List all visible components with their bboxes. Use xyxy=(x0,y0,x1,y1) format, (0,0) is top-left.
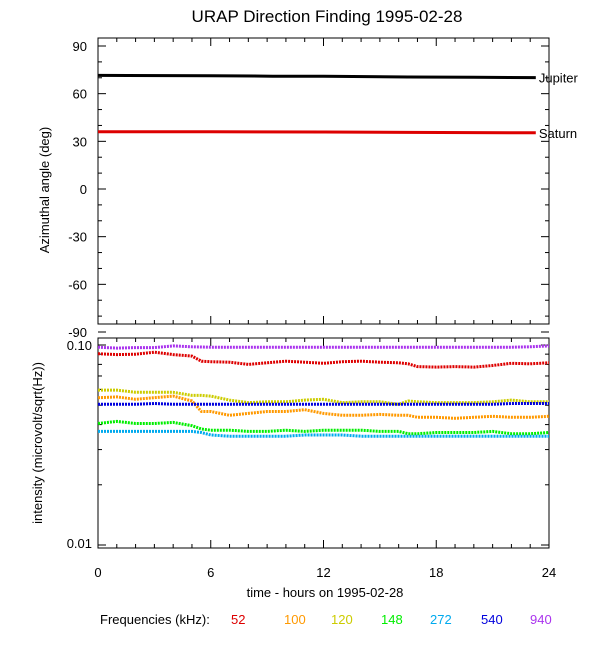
angle-y-tick-label: 30 xyxy=(73,134,87,149)
angle-y-tick-label: 60 xyxy=(73,87,87,102)
angle-panel-frame xyxy=(97,37,550,325)
intensity-series-100khz-line xyxy=(97,394,550,420)
intensity-series-272khz-line xyxy=(98,429,549,438)
angle-series-saturn-line xyxy=(98,130,536,135)
frequency-legend-940khz: 940 xyxy=(530,612,552,627)
frequency-legend-148khz: 148 xyxy=(381,612,403,627)
intensity-series-52khz-line xyxy=(97,350,550,369)
intensity-y-tick-label: 0.10 xyxy=(67,338,92,353)
intensity-series-940khz-line xyxy=(97,344,550,350)
frequency-legend: Frequencies (kHz): 52 100 120 148 272 540 940 xyxy=(100,612,552,627)
intensity-series-120khz-line xyxy=(98,388,549,406)
frequency-legend-540khz: 540 xyxy=(481,612,503,627)
angle-y-tick-label: 0 xyxy=(80,182,87,197)
intensity-panel-frame xyxy=(97,337,550,549)
intensity-y-axis-title: intensity (microvolt/sqrt(Hz)) xyxy=(30,362,45,524)
intensity-x-axis: 0 6 12 18 24 xyxy=(94,338,556,580)
intensity-series-148khz-line xyxy=(97,419,550,436)
frequency-legend-120khz: 120 xyxy=(331,612,353,627)
angle-y-tick-label: -90 xyxy=(68,325,87,340)
time-x-tick-label: 0 xyxy=(94,565,101,580)
time-x-tick-label: 24 xyxy=(542,565,556,580)
chart-title: URAP Direction Finding 1995-02-28 xyxy=(192,7,463,26)
time-x-axis-title: time - hours on 1995-02-28 xyxy=(247,585,404,600)
intensity-y-tick-label: 0.01 xyxy=(67,536,92,551)
time-x-tick-label: 18 xyxy=(429,565,443,580)
frequency-legend-title: Frequencies (kHz): xyxy=(100,612,210,627)
intensity-series-540khz-line xyxy=(98,402,549,406)
angle-series-saturn-label: Saturn xyxy=(539,126,577,141)
angle-y-tick-label: 90 xyxy=(73,39,87,54)
angle-y-tick-label: -30 xyxy=(68,230,87,245)
angle-series-labels: Jupiter Saturn xyxy=(539,71,579,141)
angle-series-jupiter-line xyxy=(97,73,536,80)
angle-y-tick-label: -60 xyxy=(68,277,87,292)
time-x-tick-label: 12 xyxy=(316,565,330,580)
intensity-series-group xyxy=(97,344,550,438)
angle-series-group xyxy=(97,73,536,135)
angle-series-jupiter-label: Jupiter xyxy=(539,71,579,86)
frequency-legend-52khz: 52 xyxy=(231,612,245,627)
intensity-y-axis: 0.10 0.01 xyxy=(67,338,549,551)
frequency-legend-100khz: 100 xyxy=(284,612,306,627)
time-x-tick-label: 6 xyxy=(207,565,214,580)
frequency-legend-272khz: 272 xyxy=(430,612,452,627)
angle-y-axis: 90 60 30 0 -30 -60 -90 xyxy=(68,39,549,340)
angle-x-axis xyxy=(97,38,550,324)
angle-y-axis-title: Azimuthal angle (deg) xyxy=(37,127,52,253)
